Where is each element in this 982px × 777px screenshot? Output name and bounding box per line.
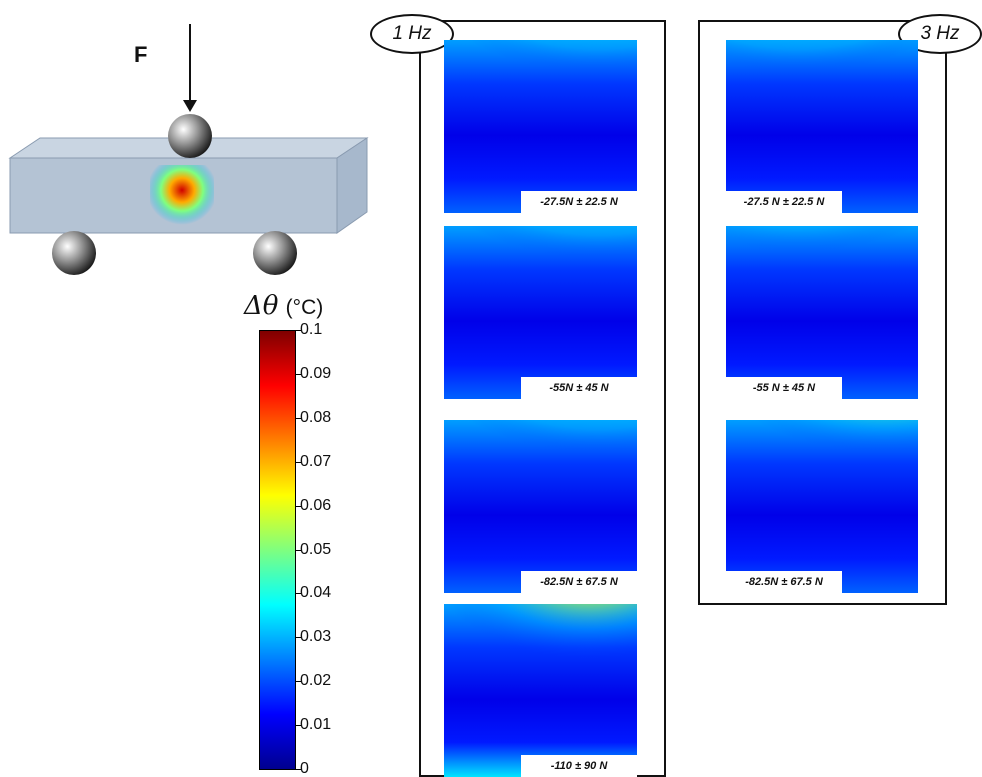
load-label-3hz-2: -55 N ± 45 N [726, 377, 842, 399]
colorbar-tick-mark [296, 769, 301, 770]
top-roller [168, 114, 212, 158]
right-support-roller [253, 231, 297, 275]
load-label-1hz-2: -55N ± 45 N [521, 377, 637, 399]
colorbar-tick-mark [296, 681, 301, 683]
load-label-1hz-4: -110 ± 90 N [521, 755, 637, 777]
colorbar-title: Δθ (°C) [244, 290, 323, 321]
load-label-1hz-3: -82.5N ± 67.5 N [521, 571, 637, 593]
colorbar-tick-mark [296, 330, 301, 331]
colorbar-tick-mark [296, 637, 301, 639]
colorbar-tick-label: 0.03 [300, 628, 332, 646]
force-arrowhead [183, 100, 197, 112]
colorbar-tick-label: 0.06 [300, 496, 332, 514]
load-label-1hz-1: -27.5N ± 22.5 N [521, 191, 637, 213]
colorbar-tick-mark [296, 725, 301, 727]
load-label-3hz-1: -27.5 N ± 22.5 N [726, 191, 842, 213]
colorbar-tick-label: 0.09 [300, 364, 332, 382]
colorbar-tick-label: 0.04 [300, 584, 332, 602]
frequency-label-1hz: 1 Hz [370, 14, 454, 54]
thermal-map-1hz-2 [444, 226, 637, 399]
colorbar-tick-mark [296, 373, 301, 375]
left-support-roller [52, 231, 96, 275]
force-label: F [134, 42, 148, 67]
colorbar [259, 330, 296, 770]
thermal-map-1hz-1 [444, 40, 637, 213]
colorbar-tick-mark [296, 505, 301, 507]
colorbar-tick-label: 0.1 [300, 321, 323, 338]
thermal-map-3hz-2 [726, 226, 918, 399]
colorbar-unit: (°C) [285, 296, 324, 319]
thermal-map-3hz-1 [726, 40, 918, 213]
colorbar-tick-label: 0.08 [300, 408, 332, 426]
colorbar-tick-label: 0.05 [300, 540, 332, 558]
colorbar-symbol: Δθ [244, 291, 279, 321]
colorbar-tick-label: 0.02 [300, 672, 332, 690]
colorbar-tick-mark [296, 593, 301, 595]
colorbar-tick-label: 0.01 [300, 716, 332, 734]
frequency-label-3hz: 3 Hz [898, 14, 982, 54]
thermal-map-1hz-4 [444, 604, 637, 777]
colorbar-tick-mark [296, 461, 301, 463]
colorbar-tick-label: 0 [300, 760, 309, 777]
colorbar-tick-label: 0.07 [300, 452, 332, 470]
colorbar-tick-mark [296, 417, 301, 419]
beam-thermal-patch [150, 165, 214, 228]
colorbar-tick-mark [296, 549, 301, 551]
thermal-map-3hz-3 [726, 420, 918, 593]
thermal-map-1hz-3 [444, 420, 637, 593]
three-point-bending-diagram [8, 24, 369, 275]
load-label-3hz-3: -82.5N ± 67.5 N [726, 571, 842, 593]
